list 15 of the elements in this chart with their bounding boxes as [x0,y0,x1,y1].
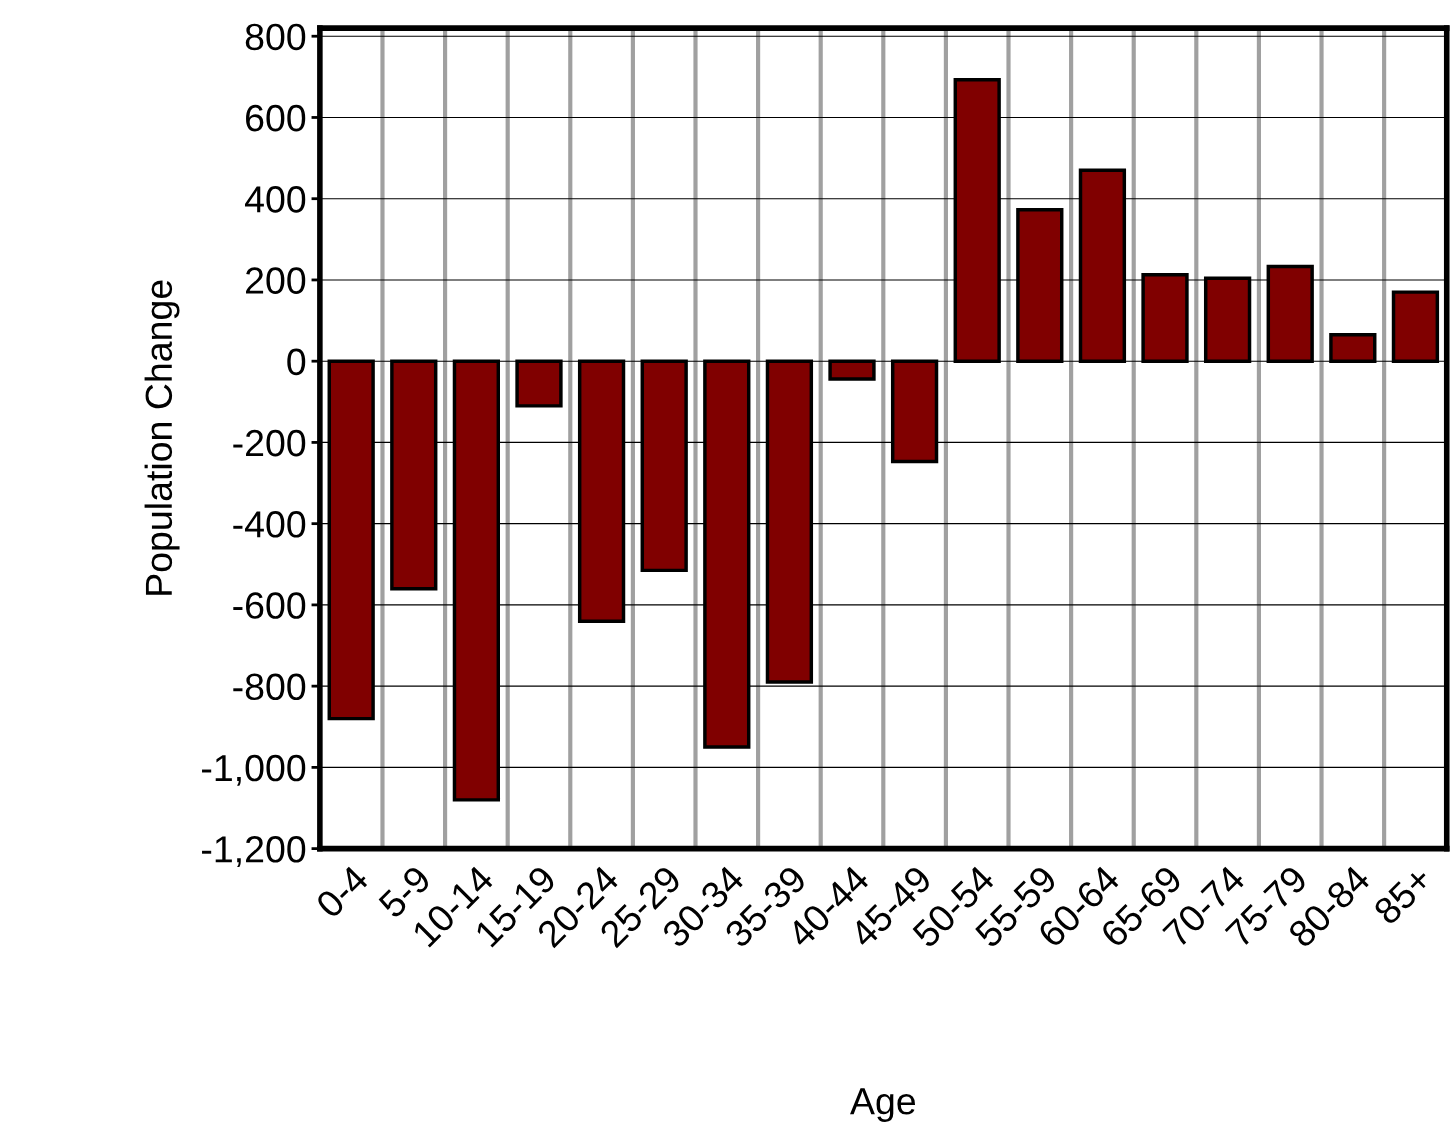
y-tick-label: -200 [233,429,306,457]
x-tick-label: 85+ [1372,864,1434,926]
y-tick-label: -600 [233,592,306,619]
y-tick-label: -400 [233,511,306,538]
y-tick-label: 0 [287,348,306,376]
y-tick-label: -1,000 [202,754,306,786]
y-tick-label: 600 [246,104,306,132]
y-tick-label: 400 [244,186,306,213]
y-tick-label: 200 [246,267,306,294]
x-tick-label: 0-4 [314,863,370,920]
y-tick-label: -1,200 [202,836,306,868]
y-axis-title: Population Change [144,280,180,595]
y-tick-label: -800 [233,673,306,701]
y-tick-label: 800 [245,23,306,51]
x-axis-title: Age [850,1088,915,1122]
